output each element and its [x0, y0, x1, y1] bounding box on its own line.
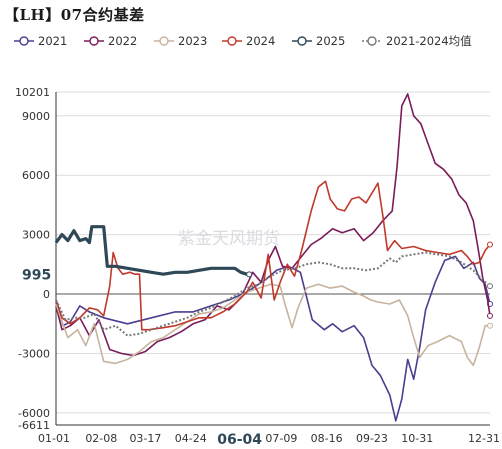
x-tick-label: 02-08 [85, 432, 117, 445]
y-tick-label: 10201 [15, 86, 50, 99]
legend-label: 2022 [108, 34, 137, 48]
x-tick-label: 12-31 [468, 432, 500, 445]
watermark: 紫金天风期货 [178, 229, 280, 249]
series-line-2021 [55, 255, 491, 422]
series-end-marker [487, 322, 493, 329]
legend-marker [227, 36, 237, 46]
series-end-marker [487, 312, 493, 319]
y-tick-label: -3000 [18, 347, 50, 360]
current-value-label: 995 [22, 267, 51, 283]
legend-marker [89, 36, 99, 46]
series-line-2023 [55, 283, 490, 367]
legend-label: 2023 [178, 34, 207, 48]
legend-label: 2021-2024均值 [386, 34, 472, 48]
x-tick-label: 04-24 [175, 432, 207, 445]
series-end-marker [246, 271, 253, 278]
x-tick-label: 01-01 [38, 432, 70, 445]
y-tick-label: -6611 [18, 419, 50, 432]
series-line-2025 [54, 225, 250, 276]
legend-label: 2021 [38, 34, 67, 48]
legend-marker [367, 36, 377, 46]
x-tick-label: 08-16 [311, 432, 343, 445]
x-tick-label: 07-09 [265, 432, 297, 445]
x-tick-label: 09-23 [356, 432, 388, 445]
x-tick-label: 10-31 [401, 432, 433, 445]
y-tick-label: 0 [43, 288, 50, 301]
legend-marker [297, 36, 307, 46]
y-tick-label: -6000 [18, 407, 50, 420]
x-tick-label: 03-17 [129, 432, 161, 445]
legend-marker [19, 36, 29, 46]
y-tick-label: 3000 [22, 229, 50, 242]
series-line-2021-2024均值 [55, 251, 491, 337]
legend-label: 2025 [316, 34, 345, 48]
x-tick-label: 06-04 [217, 432, 262, 448]
series-end-marker [487, 283, 493, 290]
series-line-2024 [55, 180, 491, 331]
y-tick-label: 6000 [22, 169, 50, 182]
chart-title: 【LH】07合约基差 [4, 6, 145, 24]
legend-marker [159, 36, 169, 46]
series-end-marker [487, 241, 493, 248]
legend-label: 2024 [246, 34, 275, 48]
y-tick-label: 9000 [22, 110, 50, 123]
